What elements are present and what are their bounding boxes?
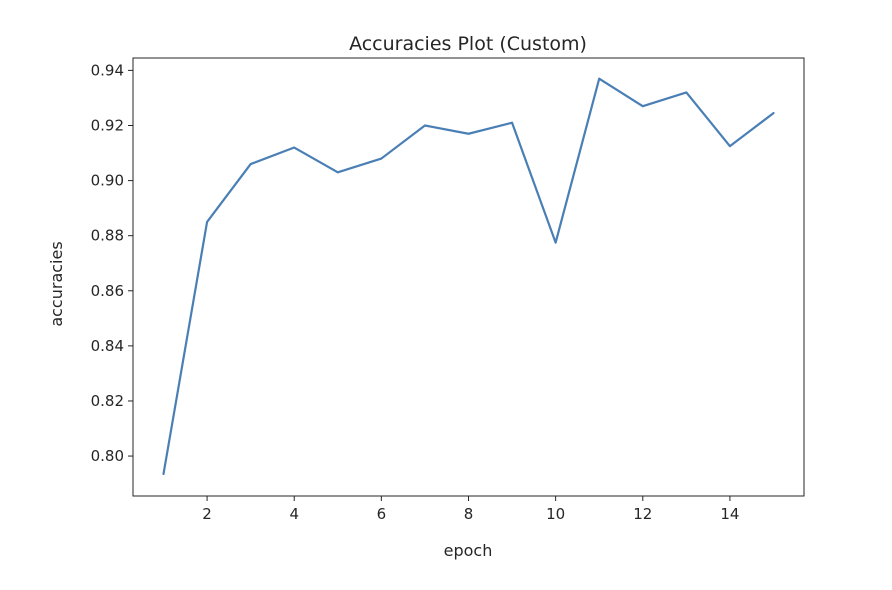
y-tick-label: 0.86 [91, 282, 124, 300]
axes-frame [132, 57, 805, 497]
chart-title: Accuracies Plot (Custom) [349, 33, 587, 55]
x-tick-label: 10 [546, 505, 565, 523]
x-tick-label: 4 [289, 505, 299, 523]
x-tick-label: 12 [633, 505, 652, 523]
x-tick-label: 14 [720, 505, 739, 523]
x-tick-label: 8 [464, 505, 474, 523]
y-tick-label: 0.84 [91, 337, 124, 355]
y-tick-label: 0.88 [91, 227, 124, 245]
plot-area: 2 4 6 8 10 12 14 0.80 0.82 0.84 0.86 0.88 0.90 0.92 0.… [91, 57, 805, 523]
y-tick-label: 0.94 [91, 61, 124, 79]
y-tick-label: 0.92 [91, 116, 124, 134]
y-tick-label: 0.90 [91, 172, 124, 190]
y-axis-label: accuracies [47, 241, 66, 326]
x-tick-label: 2 [202, 505, 212, 523]
series-line-0 [162, 77, 775, 476]
x-axis-label: epoch [444, 541, 493, 560]
y-tick-label: 0.82 [91, 392, 124, 410]
y-tick-label: 0.80 [91, 447, 124, 465]
x-tick-label: 6 [377, 505, 387, 523]
